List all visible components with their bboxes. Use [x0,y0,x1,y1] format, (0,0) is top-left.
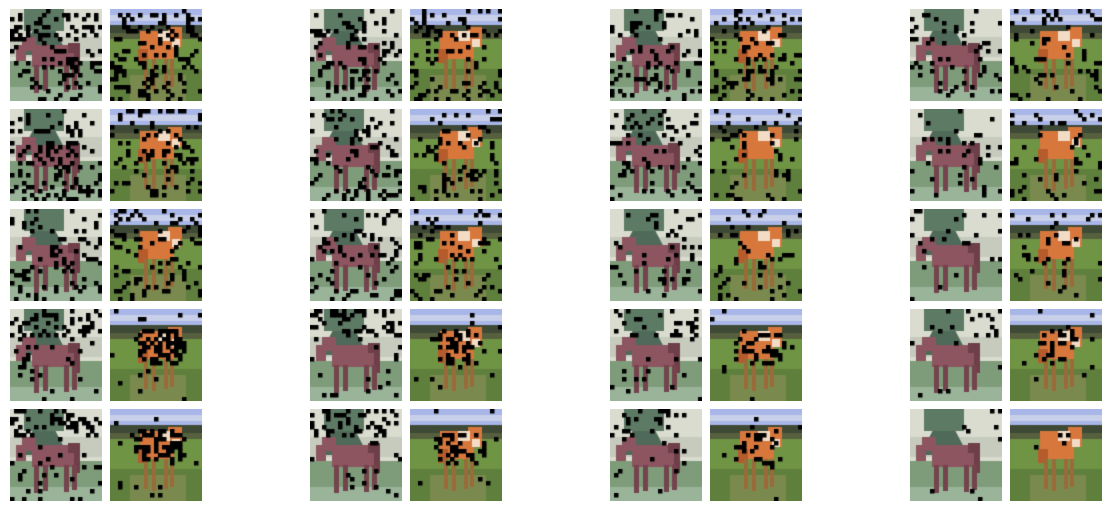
masked-brown-horse-image [10,9,102,101]
masked-orange-horse-image [710,9,802,101]
masked-orange-horse-image [710,209,802,301]
masked-orange-horse-image [1010,9,1102,101]
masked-orange-horse-image [410,9,502,101]
masked-orange-horse-image [710,109,802,201]
masked-orange-horse-image [410,209,502,301]
masked-brown-horse-image [910,409,1002,501]
masked-orange-horse-image [410,309,502,401]
masked-brown-horse-image [910,309,1002,401]
masked-brown-horse-image [10,409,102,501]
masked-brown-horse-image [310,109,402,201]
masked-brown-horse-image [10,309,102,401]
masked-brown-horse-image [610,309,702,401]
masked-orange-horse-image [110,409,202,501]
masked-brown-horse-image [310,209,402,301]
masked-orange-horse-image [1010,109,1102,201]
masked-brown-horse-image [910,9,1002,101]
masked-brown-horse-image [910,209,1002,301]
masked-orange-horse-image [110,109,202,201]
masked-brown-horse-image [310,9,402,101]
masked-orange-horse-image [110,309,202,401]
masked-brown-horse-image [310,309,402,401]
masked-orange-horse-image [410,109,502,201]
masked-orange-horse-image [710,409,802,501]
masked-orange-horse-image [1010,309,1102,401]
masked-brown-horse-image [610,109,702,201]
masked-brown-horse-image [10,109,102,201]
masked-orange-horse-image [110,209,202,301]
masked-orange-horse-image [710,309,802,401]
masked-brown-horse-image [610,9,702,101]
masked-brown-horse-image [610,409,702,501]
masked-brown-horse-image [610,209,702,301]
masked-brown-horse-image [310,409,402,501]
masked-brown-horse-image [10,209,102,301]
masked-brown-horse-image [910,109,1002,201]
masked-orange-horse-image [110,9,202,101]
masked-orange-horse-image [1010,209,1102,301]
masked-orange-horse-image [1010,409,1102,501]
masked-orange-horse-image [410,409,502,501]
